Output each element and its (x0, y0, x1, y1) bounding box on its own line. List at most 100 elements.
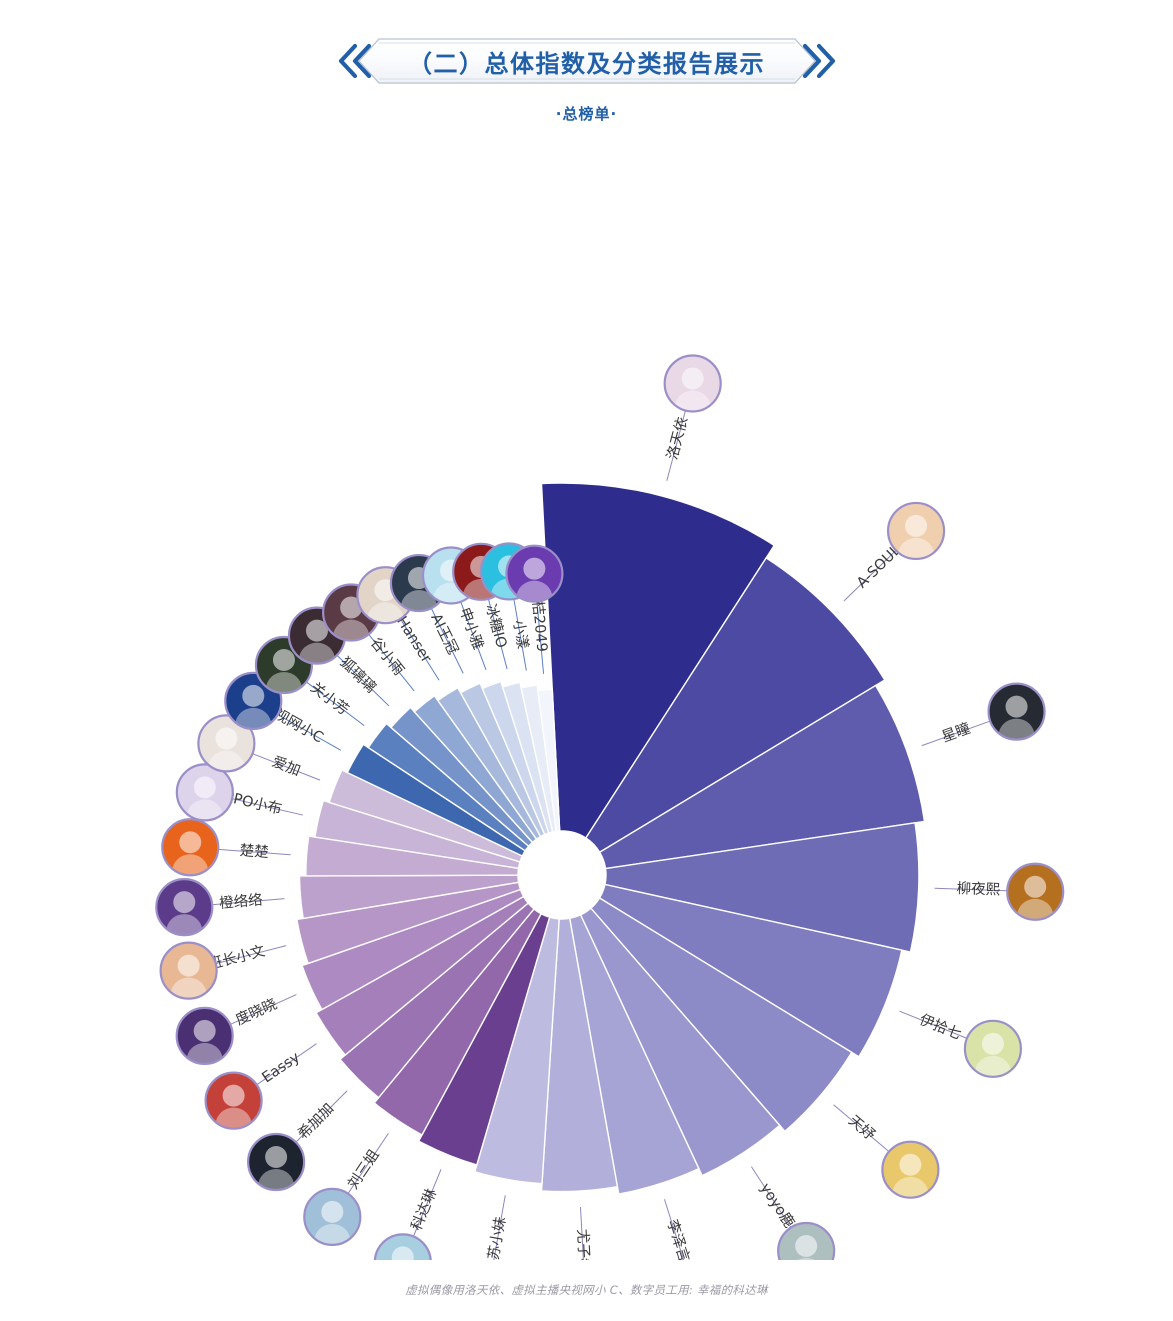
leader-line (843, 547, 899, 602)
donut-center-hole (518, 831, 606, 919)
avatar-tianyu-icon[interactable] (881, 1140, 940, 1211)
leader-line (536, 598, 545, 674)
segment-label: Eassy (259, 1049, 303, 1086)
leader-line (663, 1199, 685, 1260)
segment-label: 星瞳 (939, 719, 972, 746)
avatar-oppo-xiaobu-icon[interactable] (175, 763, 234, 833)
segment-label: 谷小雨 (367, 634, 407, 679)
leader-line (212, 945, 287, 966)
segment-label: 橙络络 (219, 892, 264, 913)
avatar-portrait (298, 619, 335, 664)
avatar-duxiaoxiao-icon[interactable] (175, 1006, 234, 1077)
double-chevron-left-icon (338, 43, 371, 79)
avatar-portrait (391, 1246, 414, 1260)
pie-segments-group (296, 482, 926, 1195)
avatar-portrait (186, 776, 223, 821)
avatar-portrait (1017, 875, 1054, 920)
leader-line (512, 595, 527, 671)
leader-line (226, 994, 297, 1027)
avatar-portrait (516, 557, 553, 602)
leader-line (899, 1010, 971, 1041)
leader-line (214, 848, 291, 856)
leader-line (293, 1090, 348, 1145)
avatar-liuyexi-icon[interactable] (1006, 862, 1065, 933)
avatar-portrait (186, 1019, 223, 1064)
header: （二）总体指数及分类报告展示 ·总榜单· (0, 0, 1173, 140)
segment-label: 小漾 (510, 619, 532, 650)
avatar-luotianyi-icon[interactable] (663, 354, 722, 424)
section-title-banner: （二）总体指数及分类报告展示 (337, 36, 837, 86)
leader-line (579, 1207, 584, 1260)
segment-label: 李泽言 (663, 1217, 692, 1260)
segment-label: 科达琳 (408, 1186, 440, 1233)
avatar-jinju-2049-icon[interactable] (505, 544, 564, 615)
segment-label: 刘三姐 (344, 1147, 382, 1193)
avatar-asoul-icon[interactable] (886, 501, 946, 572)
leader-line (274, 712, 342, 751)
avatar-portrait (170, 954, 207, 999)
segment-label: 爱加 (270, 753, 303, 779)
avatar-xingtong-icon[interactable] (987, 682, 1046, 753)
segment-label: 度晓晓 (233, 995, 280, 1028)
leader-line (934, 887, 1011, 892)
avatar-portrait (265, 648, 302, 693)
avatar-aijia-icon[interactable] (197, 714, 256, 784)
avatar-yoyo-luming-icon[interactable] (777, 1221, 836, 1260)
avatar-banzhangxiaowen-icon[interactable] (159, 941, 218, 1012)
avatar-portrait (788, 1234, 825, 1260)
avatar-portrait (235, 684, 272, 729)
leader-line (750, 1166, 794, 1231)
pie-segment[interactable] (598, 883, 903, 1058)
avatar-portrait (215, 1084, 252, 1129)
leader-line (303, 679, 365, 727)
avatar-xijiajia-icon[interactable] (247, 1132, 306, 1203)
avatar-portrait (998, 695, 1035, 740)
avatar-portrait (208, 727, 245, 772)
avatar-portrait (172, 831, 209, 876)
segment-label: 申小雅 (456, 605, 487, 652)
avatar-kedalin-icon[interactable] (373, 1233, 432, 1260)
leader-line (228, 797, 303, 816)
leader-line (429, 604, 464, 674)
segment-label: 洛天依 (664, 415, 692, 462)
leader-line (345, 1133, 389, 1197)
segment-label: 尤子希 (574, 1229, 593, 1260)
leader-line (921, 719, 994, 747)
avatar-yishiqi-icon[interactable] (963, 1019, 1023, 1090)
leader-line (833, 1104, 892, 1155)
segment-label: 伊拾七 (917, 1011, 964, 1043)
leader-line (493, 1195, 506, 1260)
avatar-chuchu-icon[interactable] (161, 818, 220, 888)
avatar-portrait (974, 1032, 1011, 1077)
leader-line (249, 751, 321, 781)
avatar-portrait (314, 1200, 351, 1245)
banner-frame (338, 38, 835, 84)
leader-line (666, 407, 687, 481)
segment-label: 柳夜熙 (956, 880, 1001, 899)
leader-line (411, 1169, 442, 1240)
leader-line (366, 631, 415, 692)
avatar-portrait (166, 891, 203, 936)
avatar-eassy-icon[interactable] (204, 1071, 263, 1142)
avatar-portrait (898, 514, 935, 559)
leader-lines-group (208, 407, 1011, 1260)
footer-note: 虚拟偶像用洛天依、虚拟主播央视网小 C、数字员工用: 幸福的科达琳 (405, 1283, 768, 1297)
segment-label: 希加加 (295, 1100, 338, 1143)
avatar-liusanjie-icon[interactable] (303, 1187, 362, 1258)
page-title: （二）总体指数及分类报告展示 (408, 49, 765, 78)
leader-line (208, 898, 285, 906)
avatar-portrait (258, 1146, 295, 1191)
double-chevron-right-icon (802, 43, 835, 79)
avatar-chengluoluo-icon[interactable] (155, 878, 214, 948)
ranking-donut-chart: 洛天依 A-SOUL 女团 星瞳 柳夜熙 伊拾七 天妤 yoyo鹿鸣 李泽言 尤子希 苏小妹 科达琳… (0, 130, 1173, 1260)
avatar-portrait (892, 1153, 929, 1198)
segment-label: 苏小妹 (485, 1215, 509, 1260)
leader-line (459, 598, 487, 670)
segment-label: 冰糖IO (482, 602, 510, 650)
avatars-group (155, 354, 1065, 1260)
leader-line (334, 652, 390, 707)
segment-label: AI王冠 (427, 611, 460, 657)
avatar-portrait (674, 367, 711, 412)
leader-line (253, 1043, 317, 1088)
segment-label: 楚楚 (239, 842, 269, 861)
